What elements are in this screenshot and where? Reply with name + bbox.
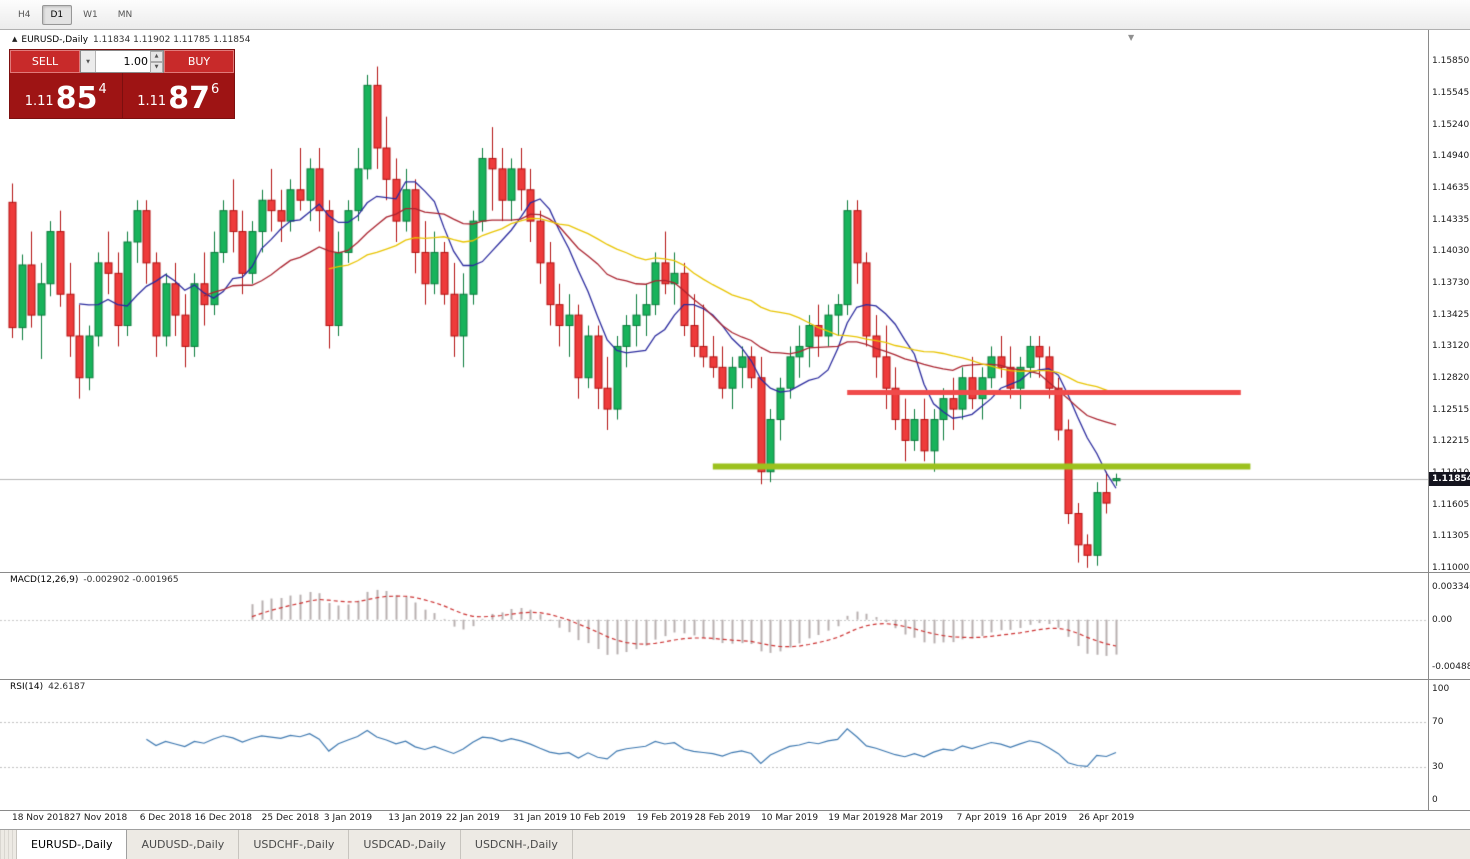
date-axis-label: 3 Jan 2019 (323, 813, 373, 823)
chart-title: ▲ EURUSD-,Daily 1.11834 1.11902 1.11785 1.… (12, 35, 250, 45)
date-axis-label: 31 Jan 2019 (513, 813, 567, 823)
rsi-axis-label: 0 (1432, 795, 1438, 806)
buy-price-prefix: 1.11 (137, 94, 167, 109)
date-axis-label: 22 Jan 2019 (445, 813, 500, 823)
lot-size-input[interactable] (96, 51, 150, 72)
chart-tab-usdchf[interactable]: USDCHF-,Daily (239, 830, 350, 859)
rsi-axis-label: 70 (1432, 717, 1444, 728)
price-axis-label: 1.11000 (1432, 562, 1470, 573)
scroll-to-end-icon: ▼ (1128, 33, 1135, 42)
price-scale[interactable]: 1.11854 1.15850 1.15545 1.15240 1.14940 1.14… (1428, 30, 1470, 810)
lot-dropdown-icon[interactable]: ▼ (81, 51, 96, 72)
timeframe-button-h4[interactable]: H4 (18, 9, 31, 20)
current-price-tag: 1.11854 (1429, 471, 1470, 486)
lot-decrease-icon[interactable]: ▼ (150, 62, 163, 73)
price-axis-label: 1.13425 (1432, 309, 1470, 320)
price-axis-label: 1.15240 (1432, 120, 1470, 131)
date-axis[interactable]: 18 Nov 2018 27 Nov 2018 6 Dec 2018 16 Dec 2… (0, 810, 1428, 829)
price-axis-label: 1.15545 (1432, 88, 1470, 99)
date-axis-label: 26 Apr 2019 (1078, 813, 1135, 823)
price-axis-label: 1.15850 (1432, 56, 1470, 67)
date-axis-label: 18 Nov 2018 (11, 813, 70, 823)
date-axis-label: 10 Feb 2019 (569, 813, 626, 823)
timeframe-button-w1[interactable]: W1 (83, 9, 98, 20)
sell-price-display[interactable]: 1.11 85 4 (10, 73, 123, 118)
buy-price-fraction: 6 (210, 82, 220, 97)
date-axis-label: 27 Nov 2018 (69, 813, 128, 823)
date-axis-label: 6 Dec 2018 (139, 813, 192, 823)
sell-price-fraction: 4 (98, 82, 107, 97)
macd-label: MACD(12,26,9) (10, 575, 79, 585)
macd-axis-label: 0.00 (1432, 614, 1453, 625)
timeframe-toolbar: H4 D1 W1 MN (0, 0, 1470, 30)
date-axis-label: 28 Feb 2019 (694, 813, 751, 823)
chart-tab-eurusd[interactable]: EURUSD-,Daily (17, 830, 128, 859)
price-axis-label: 1.14940 (1432, 151, 1470, 162)
macd-values: -0.002902 -0.001965 (83, 575, 179, 585)
date-axis-label: 25 Dec 2018 (261, 813, 320, 823)
buy-button[interactable]: BUY (164, 50, 234, 73)
symbol-marker-icon: ▲ (12, 35, 18, 43)
rsi-axis-label: 30 (1432, 761, 1444, 772)
chart-tab-usdcad[interactable]: USDCAD-,Daily (349, 830, 461, 859)
rsi-value: 42.6187 (48, 682, 86, 692)
rsi-panel-separator[interactable] (0, 679, 1470, 680)
price-axis-label: 1.12515 (1432, 404, 1470, 415)
macd-panel-title: MACD(12,26,9) -0.002902 -0.001965 (10, 575, 179, 585)
sell-price-prefix: 1.11 (24, 94, 54, 109)
timeframe-button-d1[interactable]: D1 (41, 4, 73, 25)
price-axis-label: 1.14335 (1432, 214, 1470, 225)
date-axis-label: 16 Apr 2019 (1011, 813, 1068, 823)
tab-bar-grip (0, 830, 17, 859)
price-axis-label: 1.14635 (1432, 183, 1470, 194)
date-axis-label: 28 Mar 2019 (885, 813, 943, 823)
sell-price-pips: 85 (55, 81, 98, 116)
date-axis-label: 19 Feb 2019 (636, 813, 693, 823)
macd-axis-label: -0.004885 (1432, 662, 1470, 673)
chart-symbol-period: EURUSD-,Daily (21, 35, 89, 45)
date-axis-label: 19 Mar 2019 (828, 813, 886, 823)
rsi-label: RSI(14) (10, 682, 44, 692)
price-axis-label: 1.13120 (1432, 341, 1470, 352)
price-axis-label: 1.12820 (1432, 372, 1470, 383)
macd-axis-label: 0.003346 (1432, 582, 1470, 593)
price-axis-label: 1.11605 (1432, 499, 1470, 510)
buy-price-pips: 87 (168, 81, 210, 116)
rsi-axis-label: 100 (1432, 683, 1450, 694)
chart-tab-audusd[interactable]: AUDUSD-,Daily (127, 830, 240, 859)
chart-ohlc-values: 1.11834 1.11902 1.11785 1.11854 (93, 35, 251, 45)
price-axis-label: 1.14030 (1432, 246, 1470, 257)
date-axis-separator (0, 810, 1470, 811)
rsi-panel-title: RSI(14) 42.6187 (10, 682, 85, 692)
price-chart-canvas[interactable] (0, 30, 1428, 810)
one-click-trading-widget: SELL ▼ ▲ ▼ BUY 1.11 85 4 1.11 87 6 (10, 50, 234, 118)
price-axis-label: 1.11305 (1432, 530, 1470, 541)
chart-window: ▲ EURUSD-,Daily 1.11834 1.11902 1.11785 1.… (0, 30, 1470, 829)
buy-price-display[interactable]: 1.11 87 6 (123, 73, 235, 118)
chart-tab-usdcnh[interactable]: USDCNH-,Daily (461, 830, 573, 859)
macd-panel-separator[interactable] (0, 572, 1470, 573)
bottom-tab-bar: EURUSD-,Daily AUDUSD-,Daily USDCHF-,Daily U… (0, 829, 1470, 859)
sell-button[interactable]: SELL (10, 50, 80, 73)
date-axis-label: 13 Jan 2019 (388, 813, 443, 823)
lot-increase-icon[interactable]: ▲ (150, 51, 163, 62)
date-axis-label: 10 Mar 2019 (761, 813, 819, 823)
lot-size-box: ▼ ▲ ▼ (80, 50, 164, 73)
price-axis-label: 1.13730 (1432, 277, 1470, 288)
date-axis-label: 16 Dec 2018 (194, 813, 252, 823)
date-axis-label: 7 Apr 2019 (956, 813, 1007, 823)
price-axis-label: 1.12215 (1432, 435, 1470, 446)
timeframe-button-mn[interactable]: MN (117, 9, 133, 20)
